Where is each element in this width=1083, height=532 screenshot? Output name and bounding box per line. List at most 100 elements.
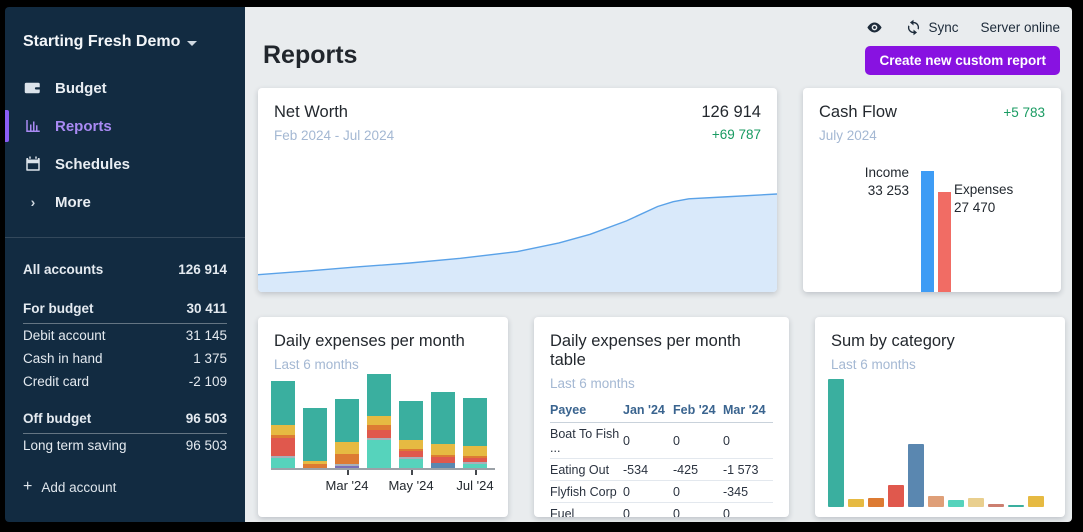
calendar-icon [26, 156, 40, 171]
cash-flow-net: +5 783 [1003, 105, 1045, 120]
stacked-bar [271, 381, 295, 468]
account-balance: 31 145 [185, 328, 227, 343]
create-custom-report-button[interactable]: Create new custom report [865, 46, 1060, 75]
card-title: Daily expenses per month [274, 332, 465, 350]
add-account-label: Add account [41, 479, 117, 495]
net-worth-card[interactable]: Net Worth Feb 2024 - Jul 2024 126 914 +6… [258, 88, 777, 292]
app-window: Starting Fresh Demo Budget Reports Sched… [5, 7, 1072, 522]
page-title: Reports [263, 41, 358, 69]
account-row-long-term-saving[interactable]: Long term saving 96 503 [23, 434, 227, 457]
account-row-debit[interactable]: Debit account 31 145 [23, 324, 227, 347]
account-balance: 96 503 [185, 438, 227, 453]
sidebar-item-more[interactable]: › More [5, 183, 245, 221]
category-bar [1028, 496, 1044, 507]
table-row: Fuel 0 0 0 [550, 502, 773, 517]
category-bar-chart [828, 375, 1052, 507]
column-header: Feb '24 [673, 400, 723, 423]
table-cell: Flyfish Corp [550, 480, 623, 503]
axis-tick [347, 470, 349, 475]
stacked-bar [431, 392, 455, 468]
table-cell: -345 [723, 480, 773, 503]
account-group-balance: 96 503 [185, 411, 227, 426]
sidebar-nav: Budget Reports Schedules › More [5, 69, 245, 221]
card-title: Sum by category [831, 332, 955, 350]
axis-tick [475, 470, 477, 475]
expenses-bar [938, 192, 951, 292]
table-cell: 0 [623, 502, 673, 517]
sync-button[interactable]: Sync [905, 19, 958, 36]
stacked-bar [463, 398, 487, 468]
account-balance: 1 375 [193, 351, 227, 366]
category-bar [888, 485, 904, 507]
sidebar-item-label: More [55, 193, 91, 211]
stacked-bar [399, 401, 423, 468]
for-budget-row[interactable]: For budget 30 411 [23, 297, 227, 324]
account-balance: 126 914 [178, 262, 227, 277]
account-row-credit-card[interactable]: Credit card -2 109 [23, 370, 227, 393]
cash-flow-card[interactable]: Cash Flow July 2024 +5 783 Income 33 253 [803, 88, 1061, 292]
card-date-range: July 2024 [819, 128, 877, 143]
table-cell: -1 573 [723, 458, 773, 481]
stacked-bar-chart [271, 374, 495, 470]
caret-down-icon [187, 40, 198, 46]
wallet-icon [24, 82, 40, 94]
table-cell: Boat To Fish ... [550, 422, 623, 459]
category-bar [908, 444, 924, 507]
sidebar-item-label: Schedules [55, 155, 131, 173]
sidebar-item-schedules[interactable]: Schedules [5, 145, 245, 183]
off-budget-row[interactable]: Off budget 96 503 [23, 407, 227, 434]
account-group-balance: 30 411 [186, 301, 227, 316]
privacy-toggle[interactable] [866, 19, 883, 36]
budget-switcher[interactable]: Starting Fresh Demo [5, 7, 245, 61]
add-account-button[interactable]: + Add account [23, 479, 227, 495]
card-title: Net Worth [274, 103, 348, 121]
daily-expenses-table-card[interactable]: Daily expenses per month table Last 6 mo… [534, 317, 789, 517]
account-label: All accounts [23, 262, 104, 277]
card-date-range: Last 6 months [550, 376, 635, 391]
report-cards: Net Worth Feb 2024 - Jul 2024 126 914 +6… [258, 88, 1065, 517]
table-cell: -534 [623, 458, 673, 481]
table-cell: 0 [673, 502, 723, 517]
expenses-label: Expenses 27 470 [954, 182, 1014, 215]
stacked-bar [335, 399, 359, 468]
all-accounts-row[interactable]: All accounts 126 914 [23, 258, 227, 281]
sum-by-category-card[interactable]: Sum by category Last 6 months [815, 317, 1065, 517]
account-row-cash[interactable]: Cash in hand 1 375 [23, 347, 227, 370]
server-status[interactable]: Server online [980, 20, 1060, 35]
axis-tick-label: Mar '24 [325, 478, 369, 493]
cards-row-1: Net Worth Feb 2024 - Jul 2024 126 914 +6… [258, 88, 1065, 292]
income-bar [921, 171, 934, 292]
sidebar-divider [5, 237, 245, 238]
server-status-label: Server online [980, 20, 1060, 35]
account-label: Long term saving [23, 438, 127, 453]
card-title: Daily expenses per month table [550, 332, 741, 369]
stacked-bar [303, 408, 327, 468]
category-bar [968, 498, 984, 507]
table-cell: Eating Out [550, 458, 623, 481]
account-label: Cash in hand [23, 351, 103, 366]
axis-tick [411, 470, 413, 475]
category-bar [868, 498, 884, 507]
table-cell: 0 [673, 480, 723, 503]
bar-chart-icon [26, 120, 40, 132]
column-header: Mar '24 [723, 400, 773, 423]
sidebar-item-label: Reports [55, 117, 112, 135]
sync-icon [908, 19, 920, 36]
account-group-label: Off budget [23, 411, 92, 426]
stacked-bar [367, 374, 391, 468]
main-content: Sync Server online Create new custom rep… [245, 7, 1072, 522]
category-bar [1008, 505, 1024, 507]
table-row: Eating Out -534 -425 -1 573 [550, 458, 773, 481]
eye-icon [867, 22, 883, 33]
table-cell: 0 [623, 422, 673, 459]
topbar: Sync Server online [866, 19, 1060, 36]
axis-tick-label: Jul '24 [456, 478, 494, 493]
account-balance: -2 109 [188, 374, 227, 389]
sidebar-item-budget[interactable]: Budget [5, 69, 245, 107]
sidebar-item-reports[interactable]: Reports [5, 107, 245, 145]
account-label: Debit account [23, 328, 106, 343]
table-cell: 0 [623, 480, 673, 503]
table-row: Flyfish Corp 0 0 -345 [550, 480, 773, 503]
daily-expenses-card[interactable]: Daily expenses per month Last 6 months M… [258, 317, 508, 517]
budget-name: Starting Fresh Demo [23, 33, 181, 50]
